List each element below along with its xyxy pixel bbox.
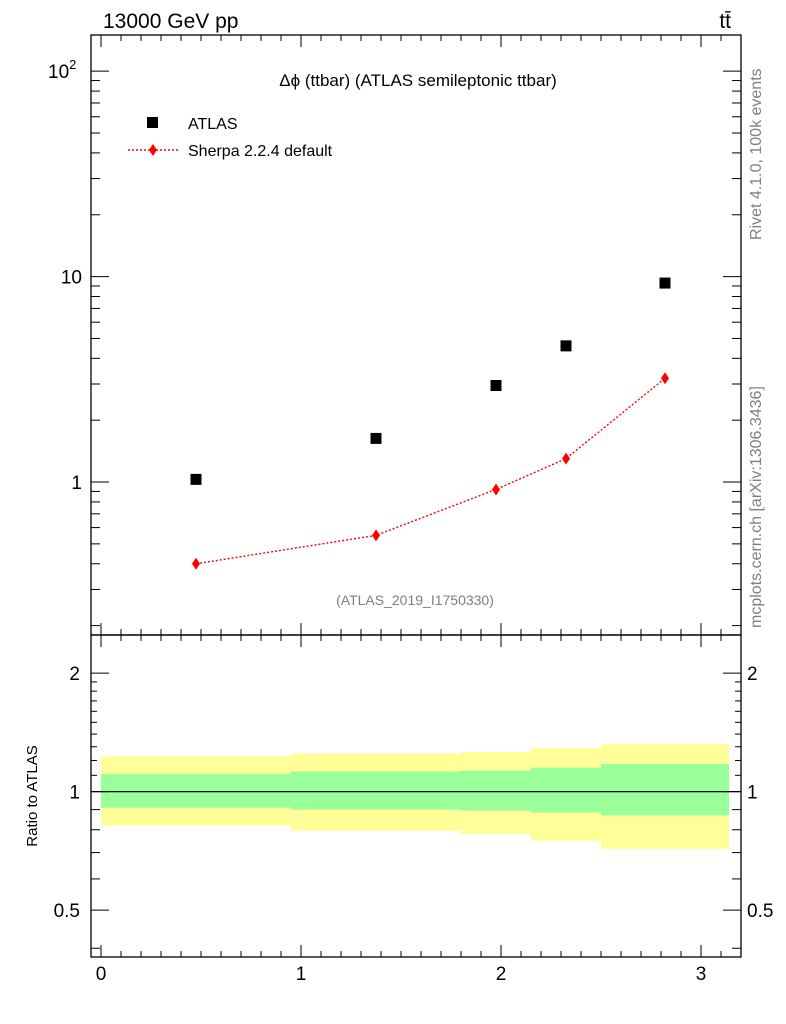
- rivet-label: Rivet 4.1.0, 100k events: [748, 68, 765, 240]
- x-tick-label: 2: [496, 964, 507, 985]
- legend-atlas-label: ATLAS: [188, 116, 238, 133]
- sherpa-point: [661, 372, 669, 385]
- atlas-point: [659, 277, 671, 289]
- ratio-uncertainty-bands: [91, 744, 741, 849]
- legend-atlas-marker: [147, 117, 158, 128]
- legend-sherpa-marker: [149, 144, 157, 156]
- sherpa-point: [372, 529, 380, 542]
- sherpa-point: [192, 557, 200, 570]
- ratio-ylabel: Ratio to ATLAS: [24, 745, 41, 846]
- legend: ATLAS Sherpa 2.2.4 default: [128, 116, 333, 160]
- inner-band: [461, 770, 531, 811]
- ratio-y-tick-label-left: 0.5: [54, 901, 80, 922]
- ratio-axis-ticks: [91, 635, 742, 957]
- data-series: [190, 277, 671, 485]
- inner-band: [291, 771, 461, 810]
- ratio-frame: [90, 634, 742, 958]
- main-tick-labels: 1 10 102: [48, 57, 82, 494]
- process-label: tt̄: [719, 10, 731, 33]
- plot-title: Δϕ (ttbar) (ATLAS semileptonic ttbar): [279, 71, 557, 90]
- ratio-y-tick-label-right: 1: [747, 783, 758, 804]
- mc-series: [192, 372, 669, 570]
- mcplots-label: mcplots.cern.ch [arXiv:1306.3436]: [748, 386, 765, 628]
- sherpa-point: [562, 452, 570, 465]
- inner-band: [601, 764, 729, 816]
- x-tick-label: 1: [296, 964, 307, 985]
- x-tick-label: 3: [696, 964, 707, 985]
- atlas-point: [370, 432, 382, 444]
- legend-sherpa-label: Sherpa 2.2.4 default: [188, 143, 333, 160]
- y-tick-label: 10: [61, 268, 82, 289]
- atlas-point: [190, 473, 202, 485]
- y-tick-label: 102: [48, 57, 76, 83]
- ratio-y-tick-label-left: 2: [69, 664, 80, 685]
- ratio-y-tick-label-left: 1: [69, 783, 80, 804]
- sherpa-point: [492, 483, 500, 496]
- ratio-tick-labels: 0.5 0.5 1 1 2 2 0 1 2 3: [54, 664, 774, 985]
- ratio-y-tick-label-right: 2: [747, 664, 758, 685]
- analysis-label: (ATLAS_2019_I1750330): [336, 592, 494, 608]
- inner-band: [101, 773, 291, 808]
- x-tick-label: 0: [96, 964, 107, 985]
- atlas-point: [490, 380, 502, 392]
- energy-label: 13000 GeV pp: [103, 10, 238, 33]
- ratio-y-tick-label-right: 0.5: [747, 901, 773, 922]
- atlas-point: [560, 340, 572, 352]
- inner-band: [531, 767, 601, 813]
- y-tick-label: 1: [71, 473, 82, 494]
- sherpa-line: [195, 377, 666, 565]
